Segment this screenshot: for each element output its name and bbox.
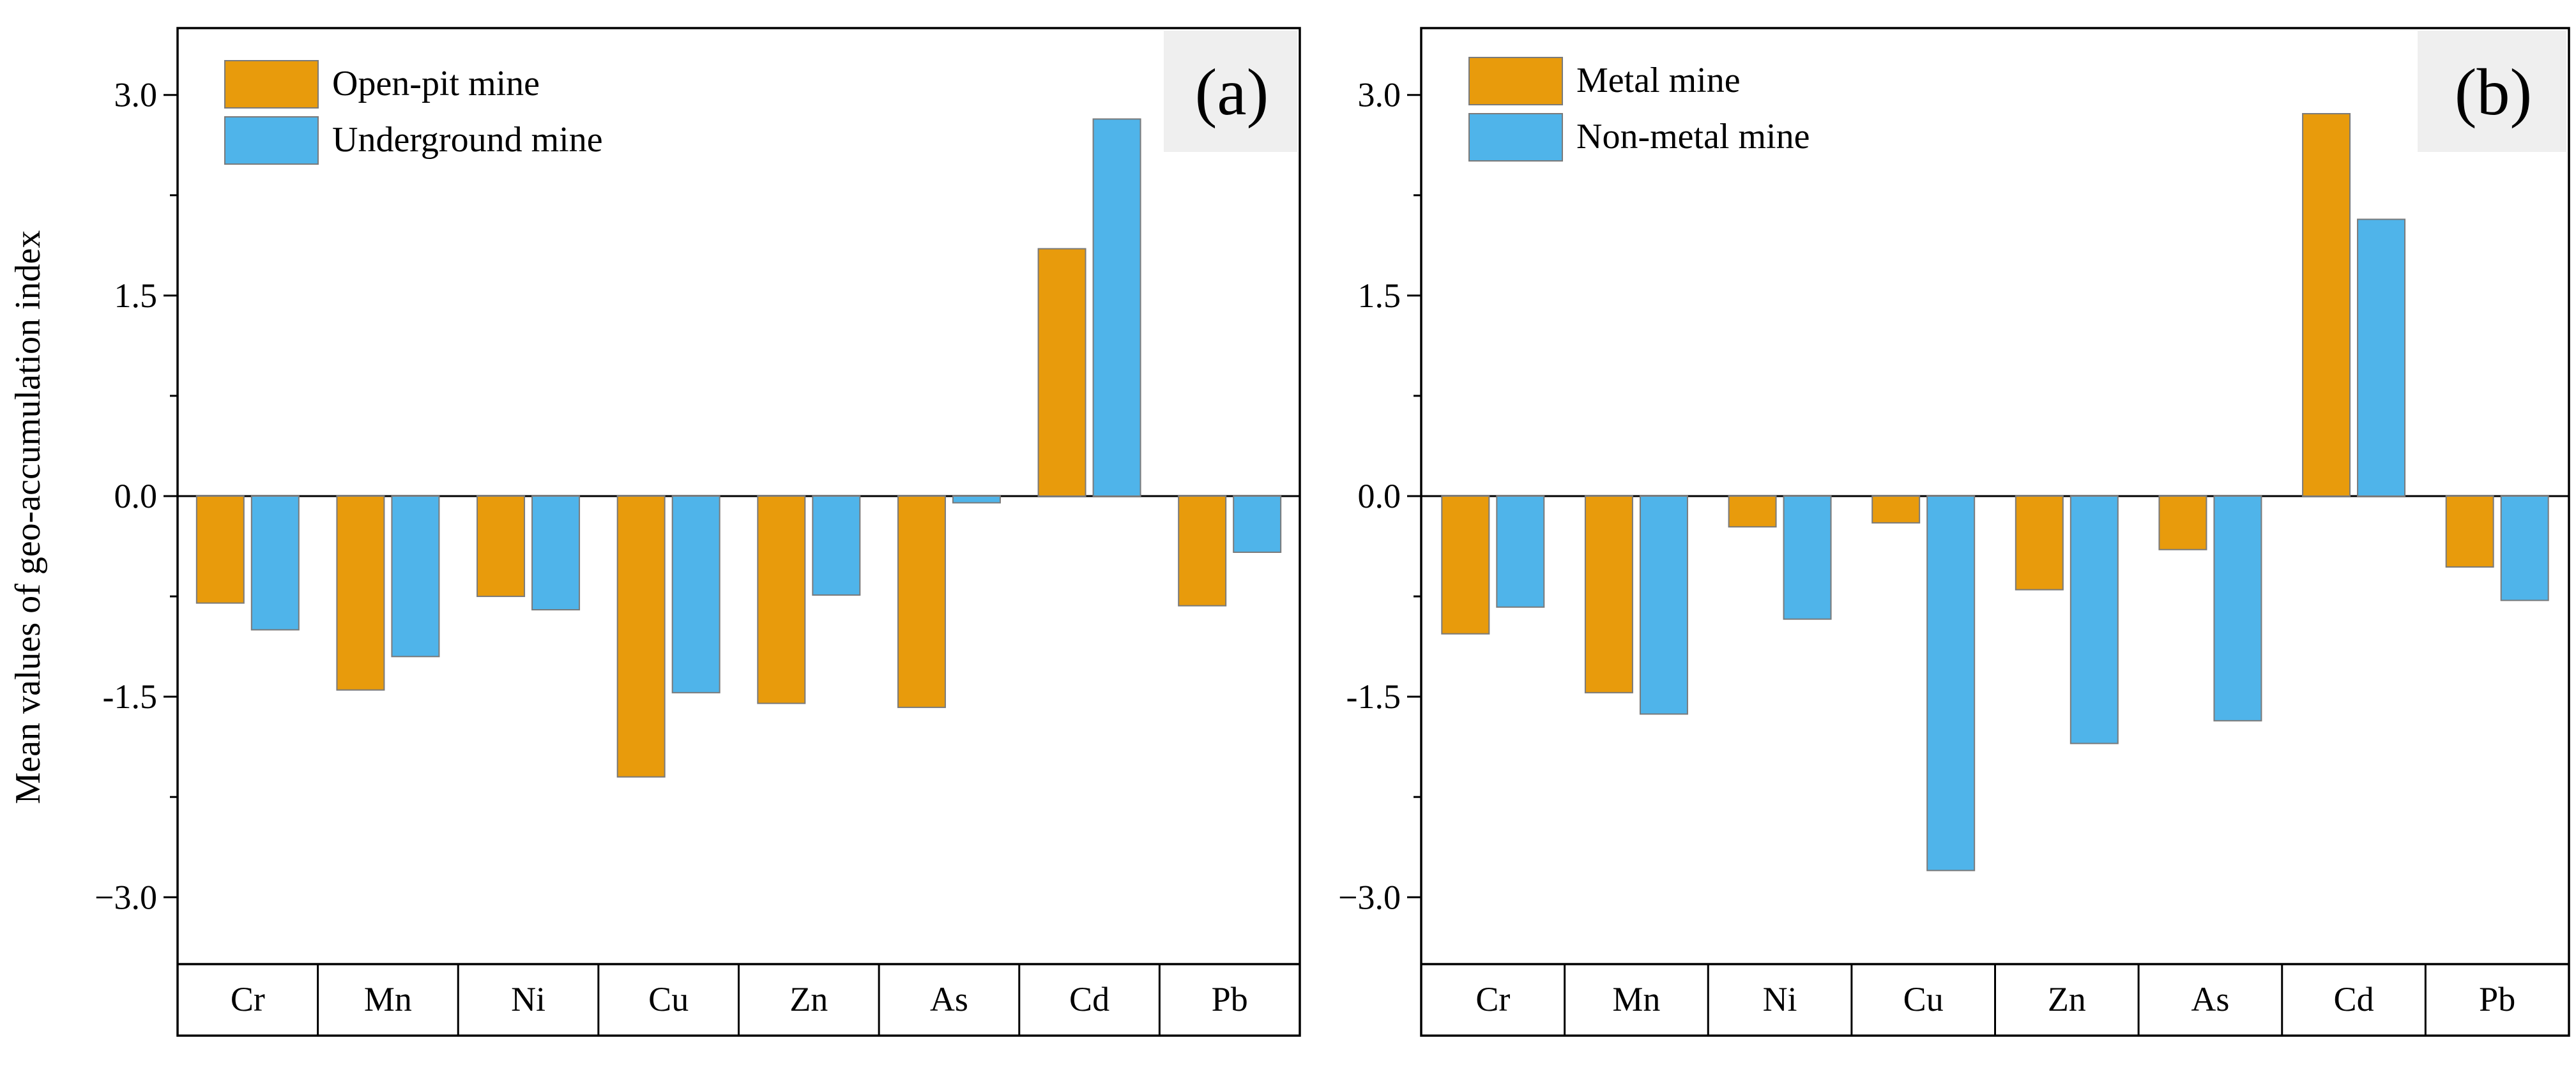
y-tick-label: 0.0 [1358, 477, 1401, 515]
bar-ni-series-2 [1783, 495, 1832, 620]
bar-pb-series-1 [2445, 495, 2494, 568]
bar-as-series-1 [2158, 495, 2207, 550]
bar-cr-series-1 [195, 495, 245, 604]
x-tick-label: Zn [2048, 980, 2086, 1018]
bar-as-series-2 [2213, 495, 2262, 721]
bar-cd-series-2 [2357, 218, 2406, 497]
y-tick-label: 1.5 [1358, 276, 1401, 315]
bar-mn-series-1 [1584, 495, 1633, 693]
bar-cr-series-2 [1496, 495, 1545, 608]
legend-label: Metal mine [1576, 61, 1741, 100]
x-tick-label: Pb [1212, 980, 1248, 1018]
x-tick-label: Cd [1069, 980, 1109, 1018]
bar-ni-series-1 [1728, 495, 1777, 528]
y-tick-label: -1.5 [1346, 677, 1401, 716]
bar-mn-series-2 [391, 495, 440, 658]
bar-mn-series-1 [336, 495, 385, 691]
panel-label-box [2418, 31, 2566, 152]
bar-cr-series-2 [250, 495, 300, 631]
x-tick-label: Mn [364, 980, 412, 1018]
bar-pb-series-1 [1178, 495, 1227, 607]
y-axis-title: Mean values of geo-accumulation index [8, 230, 48, 804]
bar-mn-series-2 [1639, 495, 1688, 715]
bar-zn-series-1 [757, 495, 806, 704]
x-tick-label: Mn [1612, 980, 1660, 1018]
panel-label: (a) [1195, 56, 1269, 129]
y-tick-label: 3.0 [114, 76, 158, 114]
bar-cu-series-2 [671, 495, 720, 693]
legend-label: Underground mine [332, 120, 603, 160]
legend-label: Open-pit mine [332, 64, 540, 103]
bar-cu-series-1 [1871, 495, 1921, 524]
x-tick-label: As [930, 980, 968, 1018]
x-tick-label: Cu [1903, 980, 1944, 1018]
bar-cd-series-2 [1092, 118, 1141, 497]
x-tick-label: Cr [1475, 980, 1510, 1018]
legend-swatch [1468, 113, 1563, 162]
bar-cu-series-1 [616, 495, 666, 778]
legend-swatch [1468, 57, 1563, 105]
y-tick-label: −3.0 [1338, 878, 1401, 916]
x-tick-label: Cu [648, 980, 689, 1018]
x-tick-label: Zn [789, 980, 828, 1018]
y-tick-label: -1.5 [103, 677, 157, 716]
y-tick-label: 1.5 [114, 276, 158, 315]
panel-label: (b) [2455, 56, 2532, 129]
bar-zn-series-1 [2015, 495, 2064, 591]
bar-pb-series-2 [1233, 495, 1282, 553]
x-tick-label: Cd [2334, 980, 2374, 1018]
bar-pb-series-2 [2500, 495, 2549, 601]
bar-ni-series-1 [476, 495, 526, 598]
y-tick-label: 3.0 [1358, 76, 1401, 114]
bar-zn-series-2 [812, 495, 861, 596]
y-tick-label: −3.0 [95, 878, 157, 916]
y-tick-label: 0.0 [114, 477, 158, 515]
panel-label-box [1164, 31, 1297, 152]
bar-ni-series-2 [531, 495, 581, 611]
bar-cd-series-1 [1037, 248, 1086, 497]
bar-zn-series-2 [2069, 495, 2119, 744]
x-tick-label: Cr [231, 980, 265, 1018]
x-tick-label: As [2191, 980, 2229, 1018]
bar-cd-series-1 [2302, 113, 2351, 497]
legend-label: Non-metal mine [1576, 117, 1810, 156]
panel-b: (b) Cr Mn Ni Cu Zn As Cd Pb −3.0 -1.5 0.0 1.5 3.0 Meta… [1338, 27, 2570, 1037]
legend-swatch [224, 116, 319, 165]
bar-as-series-1 [897, 495, 946, 708]
bar-as-series-2 [952, 495, 1001, 504]
bar-cu-series-2 [1926, 495, 1976, 872]
bar-cr-series-1 [1441, 495, 1490, 635]
legend-swatch [224, 60, 319, 109]
x-tick-label: Ni [1763, 980, 1797, 1018]
x-tick-label: Ni [511, 980, 545, 1018]
panel-a: (a) Cr Mn Ni Cu Zn As Cd Pb −3.0 -1.5 0.0 1.5 3.0 Open… [95, 27, 1301, 1037]
x-tick-label: Pb [2479, 980, 2515, 1018]
